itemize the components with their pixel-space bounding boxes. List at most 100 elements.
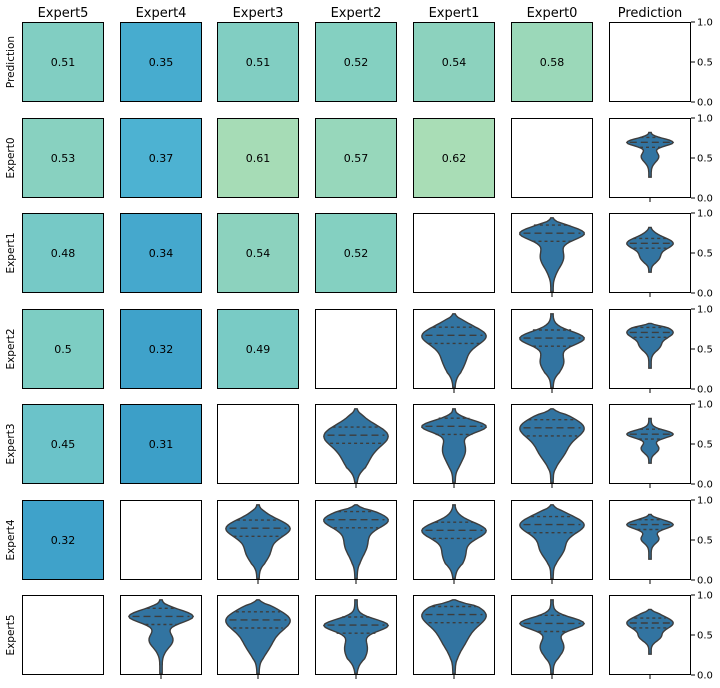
y-tick-label: 1.0	[697, 114, 713, 125]
cell-expert5-expert4	[120, 595, 202, 679]
y-tick-label: 1.0	[697, 18, 713, 29]
heatmap-tile	[413, 22, 495, 102]
heatmap-value-label: 0.5	[54, 343, 72, 356]
heatmap-value-label: 0.35	[149, 56, 174, 69]
violin-body	[625, 417, 675, 464]
cell-frame	[511, 500, 593, 580]
cell-frame	[315, 595, 397, 675]
cell-frame	[217, 213, 299, 293]
heatmap-tile	[315, 22, 397, 102]
heatmap-value-label: 0.49	[246, 343, 271, 356]
cell-frame	[120, 500, 202, 580]
cell-expert2-expert2	[315, 309, 397, 389]
heatmap-tile	[217, 309, 299, 389]
y-tick-label: 0.5	[697, 154, 713, 165]
heatmap-value-label: 0.62	[442, 152, 467, 165]
heatmap-value-label: 0.51	[51, 56, 76, 69]
cell-expert0-expert1: 0.62	[413, 118, 495, 198]
heatmap-value-label: 0.58	[540, 56, 565, 69]
cell-expert0-expert0	[511, 118, 593, 198]
y-tick-label: 1.0	[697, 496, 713, 507]
cell-expert0-expert5: 0.53	[22, 118, 104, 198]
heatmap-tile	[22, 22, 104, 102]
cell-expert4-expert5: 0.32	[22, 500, 104, 580]
y-axis-expert0: 0.0 0.5 1.0	[691, 114, 713, 205]
cell-frame	[22, 500, 104, 580]
column-title-expert5: Expert5	[38, 6, 89, 21]
heatmap-tile	[120, 309, 202, 389]
heatmap-value-label: 0.53	[51, 152, 76, 165]
violin-body	[626, 322, 674, 369]
violin-body	[625, 131, 675, 178]
cell-expert3-expert0	[511, 404, 593, 488]
cell-frame	[120, 22, 202, 102]
y-tick-label: 1.0	[697, 591, 713, 602]
heatmap-value-label: 0.57	[344, 152, 369, 165]
cell-expert0-prediction	[609, 118, 691, 202]
cell-expert1-expert0	[511, 213, 593, 297]
heatmap-value-label: 0.34	[149, 247, 174, 260]
heatmap-value-label: 0.51	[246, 56, 271, 69]
y-tick-label: 1.0	[697, 305, 713, 316]
cell-frame	[315, 22, 397, 102]
cell-expert2-expert5: 0.5	[22, 309, 104, 389]
cell-expert2-expert1	[413, 309, 495, 393]
heatmap-tile	[22, 404, 104, 484]
column-title-expert1: Expert1	[429, 6, 480, 21]
y-axis-expert3: 0.0 0.5 1.0	[691, 400, 713, 491]
violin-body	[519, 504, 585, 580]
cell-expert4-expert2	[315, 500, 397, 584]
cell-frame	[120, 309, 202, 389]
cell-frame	[22, 22, 104, 102]
violin-body	[323, 504, 389, 580]
cell-expert3-expert5: 0.45	[22, 404, 104, 484]
cell-frame	[511, 404, 593, 484]
violin-body	[626, 226, 674, 273]
cell-frame	[120, 404, 202, 484]
violin-body	[519, 313, 585, 389]
heatmap-value-label: 0.52	[344, 247, 369, 260]
cell-expert3-expert1	[413, 404, 495, 488]
cell-expert4-expert3	[217, 500, 299, 584]
violin-body	[322, 599, 390, 675]
cell-expert1-expert5: 0.48	[22, 213, 104, 293]
cell-frame	[413, 213, 495, 293]
cell-expert5-expert5	[22, 595, 104, 675]
column-title-expert3: Expert3	[233, 6, 284, 21]
cell-expert2-expert3: 0.49	[217, 309, 299, 389]
heatmap-value-label: 0.32	[51, 534, 76, 547]
cell-frame	[315, 213, 397, 293]
y-axis-expert4: 0.0 0.5 1.0	[691, 496, 713, 587]
heatmap-value-label: 0.54	[246, 247, 271, 260]
cell-frame	[609, 309, 691, 389]
cell-expert1-expert4: 0.34	[120, 213, 202, 293]
cell-prediction-expert3: 0.51	[217, 22, 299, 102]
violin-body	[518, 599, 586, 675]
cell-frame	[609, 500, 691, 580]
cell-expert1-expert2: 0.52	[315, 213, 397, 293]
y-tick-label: 0.5	[697, 249, 713, 260]
cell-expert5-expert2	[315, 595, 397, 679]
y-tick-label: 0.0	[697, 385, 713, 396]
cell-frame	[413, 500, 495, 580]
column-title-expert2: Expert2	[331, 6, 382, 21]
violin-body	[519, 217, 585, 293]
y-tick-label: 1.0	[697, 400, 713, 411]
heatmap-tile	[120, 22, 202, 102]
heatmap-value-label: 0.61	[246, 152, 271, 165]
cell-frame	[413, 118, 495, 198]
cell-expert3-expert2	[315, 404, 397, 488]
cell-expert1-prediction	[609, 213, 691, 297]
cell-frame	[22, 213, 104, 293]
cell-expert1-expert3: 0.54	[217, 213, 299, 293]
y-tick-label: 0.5	[697, 631, 713, 642]
cell-frame	[217, 595, 299, 675]
cell-prediction-expert1: 0.54	[413, 22, 495, 102]
heatmap-tile	[217, 118, 299, 198]
cell-frame	[22, 309, 104, 389]
y-axis-expert1: 0.0 0.5 1.0	[691, 209, 713, 300]
cell-frame	[120, 595, 202, 675]
cell-expert4-prediction	[609, 500, 691, 584]
violin-body	[421, 408, 487, 484]
